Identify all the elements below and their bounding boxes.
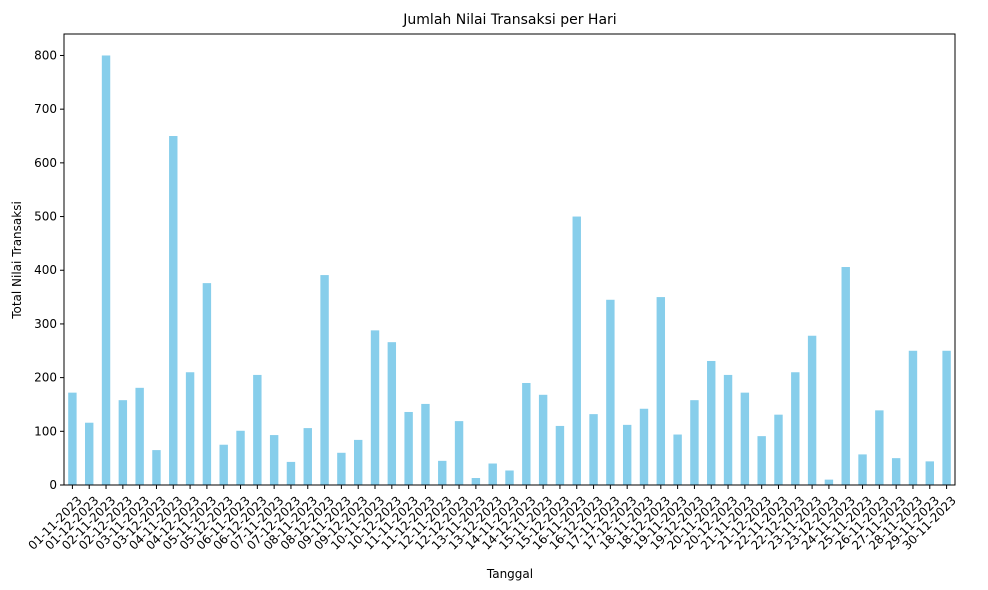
bar-28-11-2023 <box>908 350 918 485</box>
y-tick-label: 600 <box>34 156 57 170</box>
bar-20-11-2023 <box>707 360 716 485</box>
bar-21-11-2023 <box>740 392 750 485</box>
bar-09-12-2023 <box>354 439 363 485</box>
bar-05-12-2023 <box>219 444 228 485</box>
y-axis: 0 100 200 300 400 500 600 700 800 <box>34 48 64 492</box>
bar-03-11-2023 <box>135 387 144 485</box>
bar-18-12-2023 <box>656 297 666 485</box>
bar-23-12-2023 <box>824 479 834 485</box>
bar-01-12-2023 <box>85 422 94 485</box>
bar-07-11-2023 <box>269 435 279 485</box>
bar-15-11-2023 <box>538 394 548 485</box>
bar-17-12-2023 <box>622 424 632 485</box>
bar-03-12-2023 <box>152 450 161 485</box>
bar-16-11-2023 <box>572 216 581 486</box>
bar-20-12-2023 <box>723 374 733 485</box>
bar-05-11-2023 <box>202 283 212 485</box>
y-tick-label: 500 <box>34 210 57 224</box>
bar-07-12-2023 <box>286 461 296 485</box>
x-axis-label: Tanggal <box>486 567 533 581</box>
y-tick-label: 700 <box>34 102 57 116</box>
bar-14-11-2023 <box>505 470 514 485</box>
y-tick-label: 400 <box>34 263 57 277</box>
bar-22-11-2023 <box>774 414 783 485</box>
bar-02-11-2023 <box>101 55 111 485</box>
y-tick-label: 200 <box>34 371 57 385</box>
bar-10-11-2023 <box>370 330 380 485</box>
bar-14-12-2023 <box>522 382 531 485</box>
bar-06-12-2023 <box>253 374 262 485</box>
bar-01-11-2023 <box>68 392 77 485</box>
bar-12-11-2023 <box>438 460 447 485</box>
bar-29-11-2023 <box>925 461 934 485</box>
bar-17-11-2023 <box>606 299 615 485</box>
bar-02-12-2023 <box>118 400 128 485</box>
bar-06-11-2023 <box>236 430 245 485</box>
bar-23-11-2023 <box>807 335 817 485</box>
bar-19-12-2023 <box>690 400 699 485</box>
bar-08-11-2023 <box>303 428 312 485</box>
bar-19-11-2023 <box>673 434 682 485</box>
bar-13-12-2023 <box>488 463 497 485</box>
bars-group <box>68 55 951 486</box>
bar-04-11-2023 <box>169 136 178 485</box>
bar-21-12-2023 <box>757 436 766 485</box>
bar-15-12-2023 <box>555 425 565 485</box>
bar-12-12-2023 <box>454 421 464 485</box>
bar-30-11-2023 <box>942 350 951 485</box>
x-axis: 01-11-202301-12-202302-11-202302-12-2023… <box>26 485 959 553</box>
y-axis-label: Total Nilai Transaksi <box>10 201 24 320</box>
bar-16-12-2023 <box>589 414 598 485</box>
bar-10-12-2023 <box>387 342 397 485</box>
bar-09-11-2023 <box>337 452 346 485</box>
bar-24-11-2023 <box>841 267 850 485</box>
y-tick-label: 800 <box>34 48 57 62</box>
bar-26-11-2023 <box>875 410 884 485</box>
bar-25-11-2023 <box>858 454 867 485</box>
chart-title: Jumlah Nilai Transaksi per Hari <box>402 12 616 28</box>
bar-04-12-2023 <box>185 372 195 485</box>
bar-27-11-2023 <box>891 458 901 485</box>
y-tick-label: 0 <box>49 478 57 492</box>
y-tick-label: 100 <box>34 424 57 438</box>
plot-frame <box>63 33 956 486</box>
bar-08-12-2023 <box>320 275 329 485</box>
y-tick-label: 300 <box>34 317 57 331</box>
bar-13-11-2023 <box>471 478 481 485</box>
bar-18-11-2023 <box>639 408 649 485</box>
bar-11-12-2023 <box>421 403 430 485</box>
bar-11-11-2023 <box>404 411 413 485</box>
bar-22-12-2023 <box>791 372 800 485</box>
